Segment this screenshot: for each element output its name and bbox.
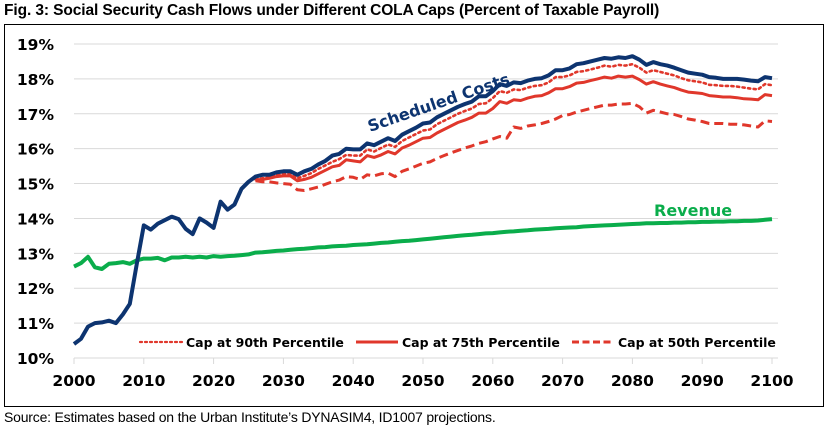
y-tick-label: 10% xyxy=(17,350,55,368)
chart-frame xyxy=(4,24,824,407)
legend-label-cap-50: Cap at 50th Percentile xyxy=(618,335,776,350)
legend-label-cap-90: Cap at 90th Percentile xyxy=(186,335,344,350)
y-tick-label: 14% xyxy=(17,210,55,228)
revenue-label: Revenue xyxy=(654,201,732,220)
x-tick-label: 2050 xyxy=(401,372,444,390)
x-tick-label: 2010 xyxy=(122,372,165,390)
y-tick-label: 13% xyxy=(17,245,55,263)
series-line-cap-at-50th-percentile xyxy=(255,101,773,192)
x-tick-label: 2030 xyxy=(262,372,305,390)
source-note: Source: Estimates based on the Urban Ins… xyxy=(4,409,496,425)
x-tick-label: 2090 xyxy=(681,372,724,390)
y-tick-label: 11% xyxy=(17,315,55,333)
series-line-revenue xyxy=(73,217,773,271)
y-tick-label: 15% xyxy=(17,176,55,194)
x-tick-label: 2070 xyxy=(541,372,584,390)
y-tick-label: 17% xyxy=(17,106,55,124)
legend: Cap at 90th Percentile Cap at 75th Perce… xyxy=(138,335,776,350)
y-axis: 10% 11% 12% 13% 14% 15% 16% 17% 18% 19% xyxy=(17,36,55,368)
x-tick-label: 2100 xyxy=(750,372,793,390)
x-tick-label: 2040 xyxy=(332,372,375,390)
y-tick-label: 19% xyxy=(17,36,55,54)
x-axis: 2000 2010 2020 2030 2040 2050 2060 2070 2080 2090… xyxy=(52,357,794,390)
y-tick-label: 18% xyxy=(17,71,55,89)
y-tick-label: 12% xyxy=(17,280,55,298)
series-line-scheduled-costs xyxy=(72,54,773,346)
gridlines xyxy=(74,43,778,324)
legend-label-cap-75: Cap at 75th Percentile xyxy=(402,335,560,350)
series-line-cap-at-90th-percentile xyxy=(254,62,774,181)
series-line-cap-at-75th-percentile xyxy=(255,74,773,183)
x-tick-label: 2060 xyxy=(471,372,514,390)
series-lines xyxy=(72,54,774,346)
x-tick-label: 2020 xyxy=(192,372,235,390)
y-tick-label: 16% xyxy=(17,141,55,159)
x-tick-label: 2080 xyxy=(611,372,654,390)
x-tick-label: 2000 xyxy=(52,372,95,390)
chart-title: Fig. 3: Social Security Cash Flows under… xyxy=(4,2,660,19)
